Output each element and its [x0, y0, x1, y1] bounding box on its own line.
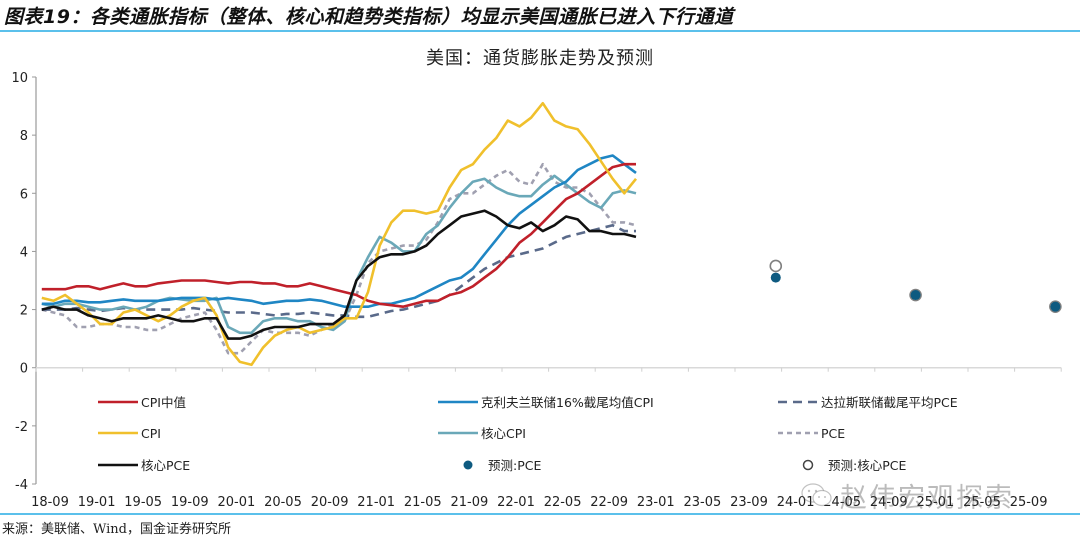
x-tick-label: 20-09 [311, 495, 349, 510]
x-tick-label: 20-01 [217, 495, 255, 510]
wechat-icon [801, 483, 832, 507]
series-line-2 [41, 224, 636, 319]
chart-title: 美国：通货膨胀走势及预测 [426, 48, 654, 69]
x-tick-label: 20-05 [264, 495, 302, 510]
legend-item: 达拉斯联储截尾平均PCE [778, 395, 958, 410]
legend-label: 达拉斯联储截尾平均PCE [821, 395, 958, 410]
legend-label: 预测:核心PCE [828, 458, 906, 473]
title-divider [0, 30, 1080, 32]
x-tick-label: 21-01 [357, 495, 395, 510]
legend-label: 核心CPI [481, 426, 526, 441]
x-tick-label: 24-05 [823, 495, 861, 510]
y-tick-label: 2 [20, 304, 28, 319]
legend-label: 核心PCE [141, 458, 190, 473]
series-line-6 [41, 209, 637, 340]
x-tick-label: 22-05 [544, 495, 582, 510]
series-line-3 [41, 101, 638, 367]
y-tick-label: 4 [20, 245, 28, 260]
series-line-4 [41, 174, 637, 335]
x-tick-label: 22-09 [590, 495, 628, 510]
x-tick-label: 23-01 [637, 495, 675, 510]
legend-item: CPI [98, 426, 161, 441]
legend-marker-hollow-dot [802, 459, 814, 471]
legend-label: 预测:PCE [488, 458, 541, 473]
legend-item: 克利夫兰联储16%截尾均值CPI [438, 395, 654, 410]
source-note: 来源：美联储、Wind，国金证券研究所 [2, 522, 231, 537]
x-tick-label: 19-05 [124, 495, 162, 510]
x-tick-label: 25-09 [1010, 495, 1048, 510]
y-tick-label: -2 [15, 420, 28, 435]
y-tick-label: 8 [20, 129, 28, 144]
legend-item: 预测:核心PCE [802, 458, 906, 473]
x-tick-label: 22-01 [497, 495, 535, 510]
series-lines [41, 101, 638, 367]
legend-item: PCE [778, 426, 845, 441]
y-tick-label: -4 [15, 478, 28, 493]
x-tick-label: 25-05 [963, 495, 1001, 510]
legend-item: 核心PCE [98, 458, 190, 473]
watermark: 赵伟宏观探索 [840, 483, 1014, 514]
x-tick-label: 21-05 [404, 495, 442, 510]
series-line-0 [41, 162, 636, 308]
x-tick-label: 25-01 [916, 495, 954, 510]
x-tick-label: 19-01 [78, 495, 116, 510]
forecast-pce-dot [770, 272, 781, 283]
legend-label: CPI中值 [141, 395, 186, 410]
legend-label: CPI [141, 426, 161, 441]
forecast-dots [769, 259, 1062, 313]
y-tick-label: 0 [20, 362, 28, 377]
x-tick-label: 23-05 [683, 495, 721, 510]
legend-item: 预测:PCE [463, 458, 541, 473]
inflation-chart: 10 8 6 4 2 0 -2 -418-09 19-01 19-05 19-09 20-01 20-0… [11, 71, 1062, 510]
y-tick-label: 10 [11, 71, 28, 86]
x-tick-label: 21-09 [450, 495, 488, 510]
x-tick-label: 18-09 [31, 495, 69, 510]
legend-item: 核心CPI [438, 426, 526, 441]
legend-item: CPI中值 [98, 395, 186, 410]
forecast-pce-dot [910, 290, 921, 301]
legend-marker-filled-dot [463, 460, 473, 470]
legend: CPI中值 克利夫兰联储16%截尾均值CPI 达拉斯联储截尾平均PCE CPI 核心CP… [98, 395, 958, 473]
legend-label: 克利夫兰联储16%截尾均值CPI [481, 395, 654, 410]
forecast-pce-dot [1050, 301, 1061, 312]
figure-title: 图表19：各类通胀指标（整体、核心和趋势类指标）均显示美国通胀已进入下行通道 [4, 6, 734, 28]
y-tick-label: 6 [20, 187, 28, 202]
axes: 10 8 6 4 2 0 -2 -418-09 19-01 19-05 19-09 20-01 20-0… [11, 71, 1062, 510]
legend-label: PCE [821, 426, 845, 441]
series-line-1 [41, 154, 637, 308]
forecast-core-pce-dot [769, 259, 783, 273]
x-tick-label: 19-09 [171, 495, 209, 510]
x-tick-label: 24-01 [777, 495, 815, 510]
x-tick-label: 23-09 [730, 495, 768, 510]
bottom-divider [0, 513, 1080, 515]
x-tick-label: 24-09 [870, 495, 908, 510]
